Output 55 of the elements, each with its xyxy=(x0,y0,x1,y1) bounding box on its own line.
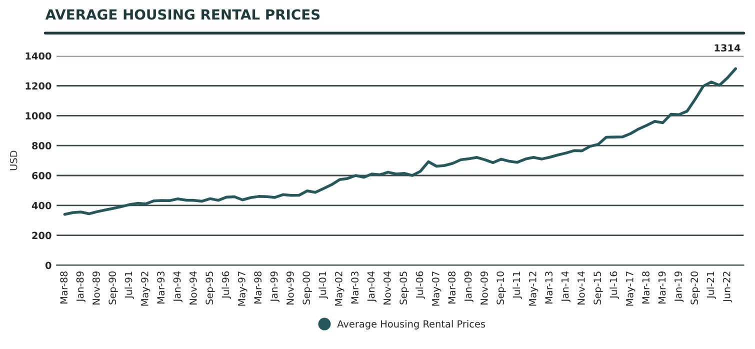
x-tick-label: Jul-21 xyxy=(706,272,716,299)
x-tick-label: Nov-89 xyxy=(92,271,100,304)
x-tick-label: Sep-10 xyxy=(496,271,506,304)
x-tick-label: Nov-09 xyxy=(480,271,488,304)
x-tick-label: Mar-18 xyxy=(642,271,650,304)
x-tick-label: Sep-95 xyxy=(206,272,215,304)
x-tick-label: Sep-20 xyxy=(690,271,700,304)
data-label: 1314 xyxy=(714,44,740,52)
x-tick-label: May-97 xyxy=(238,272,248,306)
x-tick-label: Mar-08 xyxy=(448,271,456,304)
x-tick-label: Jul-01 xyxy=(318,272,328,299)
x-tick-label: May-02 xyxy=(334,272,344,306)
chart-title: AVERAGE HOUSING RENTAL PRICES xyxy=(45,9,320,20)
x-tick-label: Jul-16 xyxy=(610,271,619,299)
y-axis-title: USD xyxy=(10,150,18,170)
x-tick-label: Mar-19 xyxy=(658,271,666,304)
x-tick-label: Jan-14 xyxy=(561,271,570,302)
x-tick-label: Jul-11 xyxy=(512,272,522,299)
x-tick-label: May-17 xyxy=(626,272,636,306)
x-tick-label: Jan-19 xyxy=(674,271,684,302)
x-tick-label: Sep-00 xyxy=(302,271,312,304)
y-tick-label: 1000 xyxy=(26,112,52,120)
x-tick-label: Nov-99 xyxy=(286,271,294,304)
x-tick-label: Sep-15 xyxy=(594,272,603,304)
x-tick-label: Sep-90 xyxy=(108,271,118,304)
x-tick-label: Jun-22 xyxy=(722,272,732,302)
y-tick-label: 1200 xyxy=(26,82,52,90)
y-tick-label: 800 xyxy=(32,142,52,150)
x-tick-label: May-07 xyxy=(432,272,442,306)
x-tick-label: Nov-04 xyxy=(383,271,391,304)
x-tick-label: Jul-06 xyxy=(416,271,425,299)
x-tick-label: May-92 xyxy=(141,272,150,306)
x-tick-label: Mar-03 xyxy=(351,272,359,304)
x-tick-label: Mar-88 xyxy=(60,271,68,304)
y-tick-label: 600 xyxy=(32,172,52,180)
x-tick-label: Nov-14 xyxy=(578,271,585,304)
x-tick-label: Jan-09 xyxy=(464,271,474,302)
x-tick-label: Mar-93 xyxy=(157,272,165,304)
legend-label: Average Housing Rental Prices xyxy=(337,320,486,330)
x-tick-label: Jan-94 xyxy=(173,271,182,302)
x-tick-label: May-12 xyxy=(528,272,538,306)
y-tick-label: 0 xyxy=(45,262,52,270)
x-tick-label: Jul-96 xyxy=(222,271,231,299)
y-tick-label: 200 xyxy=(32,232,52,240)
y-tick-label: 400 xyxy=(32,202,52,210)
x-tick-label: Mar-98 xyxy=(254,271,262,304)
x-tick-label: Sep-05 xyxy=(400,272,409,304)
line-series xyxy=(63,67,737,216)
x-tick-label: Jul-91 xyxy=(124,272,134,299)
x-tick-label: Jan-89 xyxy=(76,271,86,302)
y-tick-label: 1400 xyxy=(26,52,52,60)
x-tick-label: Jan-99 xyxy=(270,271,280,302)
x-tick-label: Nov-94 xyxy=(190,271,197,304)
x-tick-label: Mar-13 xyxy=(545,272,553,304)
x-tick-label: Jan-04 xyxy=(367,271,376,302)
